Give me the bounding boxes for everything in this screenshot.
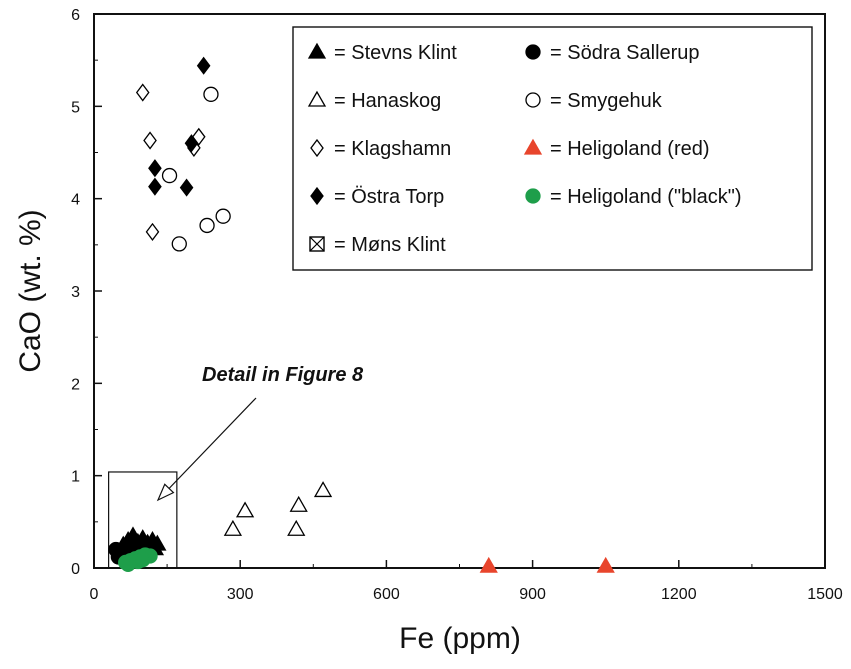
data-point-hanaskog: [289, 495, 308, 512]
data-point-hanaskog: [287, 519, 306, 536]
data-point-hanaskog: [313, 481, 333, 498]
data-points: [108, 56, 615, 573]
y-tick-label: 4: [71, 192, 80, 209]
y-tick-label: 5: [71, 99, 80, 116]
y-tick-label: 3: [71, 284, 80, 301]
y-tick-label: 6: [71, 7, 80, 24]
legend-label: = Møns Klint: [334, 234, 446, 256]
annotation: Detail in Figure 8: [108, 364, 364, 569]
legend-label: = Heligoland (red): [550, 138, 710, 160]
x-tick-label: 1200: [661, 586, 697, 603]
data-point-smygehuk: [203, 86, 219, 102]
data-point-klagshamn: [135, 83, 150, 102]
x-tick-label: 900: [519, 586, 546, 603]
legend-marker: [525, 44, 541, 60]
x-tick-label: 0: [90, 586, 99, 603]
detail-box: [108, 471, 178, 569]
data-point-heligoland-red: [596, 556, 615, 573]
data-point-klagshamn: [143, 131, 157, 150]
series-smygehuk: [161, 86, 231, 252]
data-point-stra-torp: [148, 177, 162, 196]
legend-marker: [310, 138, 324, 158]
data-point-stra-torp: [179, 178, 194, 197]
legend-marker: [309, 236, 325, 252]
x-tick-label: 1500: [807, 586, 843, 603]
x-tick-label: 600: [373, 586, 400, 603]
legend-label: = Heligoland ("black"): [550, 186, 742, 208]
legend-label: = Klagshamn: [334, 138, 451, 160]
legend-label: = Södra Sallerup: [550, 42, 700, 64]
series-heligoland-black: [118, 547, 158, 572]
data-point-smygehuk: [199, 217, 215, 234]
data-point-klagshamn: [145, 222, 160, 241]
data-point-smygehuk: [161, 167, 178, 184]
data-point-heligoland-red: [479, 556, 498, 573]
legend-marker: [523, 138, 543, 155]
y-tick-label: 2: [71, 376, 80, 393]
legend-marker: [310, 186, 324, 206]
series-klagshamn: [135, 83, 206, 241]
x-tick-label: 300: [227, 586, 254, 603]
y-tick-label: 1: [71, 469, 80, 486]
data-point-hanaskog: [235, 501, 255, 518]
legend: = Stevns Klint = Hanaskog = Klagshamn = Öst…: [292, 26, 813, 271]
marker-cross-line: [309, 236, 325, 252]
data-point-smygehuk: [215, 208, 231, 224]
axes: 0 300 600 900 1200 1500 0 1 2 3 4 5 6: [71, 7, 843, 603]
data-point-smygehuk: [171, 236, 187, 252]
legend-frame: [292, 26, 813, 271]
y-axis-title: CaO (wt. %): [14, 209, 47, 372]
data-point-heligoland-black: [135, 552, 151, 568]
annotation-text: Detail in Figure 8: [202, 364, 364, 386]
legend-label: = Hanaskog: [334, 90, 441, 112]
data-point-stra-torp: [184, 134, 199, 153]
legend-marker: [525, 188, 541, 204]
legend-marker: [307, 42, 327, 59]
legend-marker: [307, 90, 327, 107]
series-heligoland-red: [479, 556, 615, 573]
series-hanaskog: [223, 481, 333, 536]
legend-label: = Smygehuk: [550, 90, 663, 112]
legend-label: = Stevns Klint: [334, 42, 457, 64]
y-tick-label: 0: [71, 561, 80, 578]
data-point-stra-torp: [148, 159, 162, 178]
annotation-arrow-line: [157, 397, 257, 501]
legend-label: = Östra Torp: [334, 186, 444, 208]
data-point-hanaskog: [223, 519, 243, 536]
annotation-arrowhead: [156, 483, 175, 502]
legend-marker: [525, 92, 541, 108]
x-axis-title: Fe (ppm): [399, 622, 521, 655]
data-point-stra-torp: [196, 56, 211, 75]
series-stra-torp: [148, 56, 211, 197]
